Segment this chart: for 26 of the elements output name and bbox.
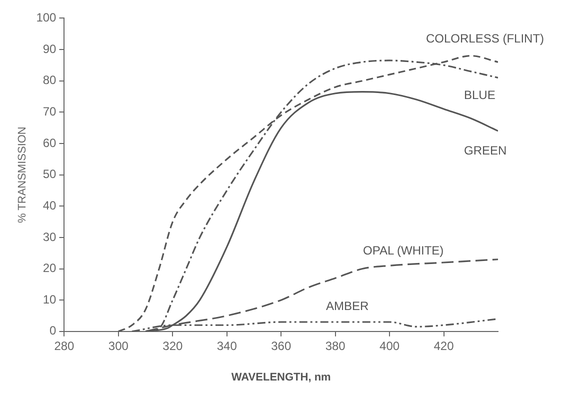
y-tick-label: 80: [42, 73, 57, 88]
x-tick-label: 340: [216, 338, 238, 353]
series-label: AMBER: [326, 299, 370, 314]
y-tick-label: 30: [42, 230, 57, 244]
x-tick-label: 400: [380, 338, 400, 353]
y-tick-label: 50: [42, 167, 57, 182]
series-label: OPAL (WHITE): [363, 244, 444, 258]
x-tick-label: 360: [271, 338, 292, 353]
y-tick-label: 20: [42, 261, 57, 276]
series-label: GREEN: [464, 143, 507, 158]
y-tick-label: 0: [50, 324, 57, 338]
y-axis-title: % TRANSMISSION: [16, 126, 29, 223]
y-tick-label: 40: [42, 198, 57, 212]
series-label: COLORLESS (FLINT): [426, 31, 544, 46]
x-tick-label: 420: [434, 338, 454, 353]
x-tick-label: 300: [108, 338, 129, 353]
x-axis-title: WAVELENGTH, nm: [231, 371, 332, 384]
x-tick-label: 320: [162, 338, 183, 353]
y-tick-label: 60: [42, 136, 57, 150]
y-tick-label: 10: [42, 292, 57, 306]
y-tick-label: 100: [36, 10, 57, 25]
x-tick-label: 380: [325, 338, 346, 353]
y-tick-label: 90: [42, 42, 57, 56]
series-label: BLUE: [464, 88, 496, 102]
x-tick-label: 280: [54, 338, 75, 353]
y-tick-label: 70: [42, 104, 57, 118]
